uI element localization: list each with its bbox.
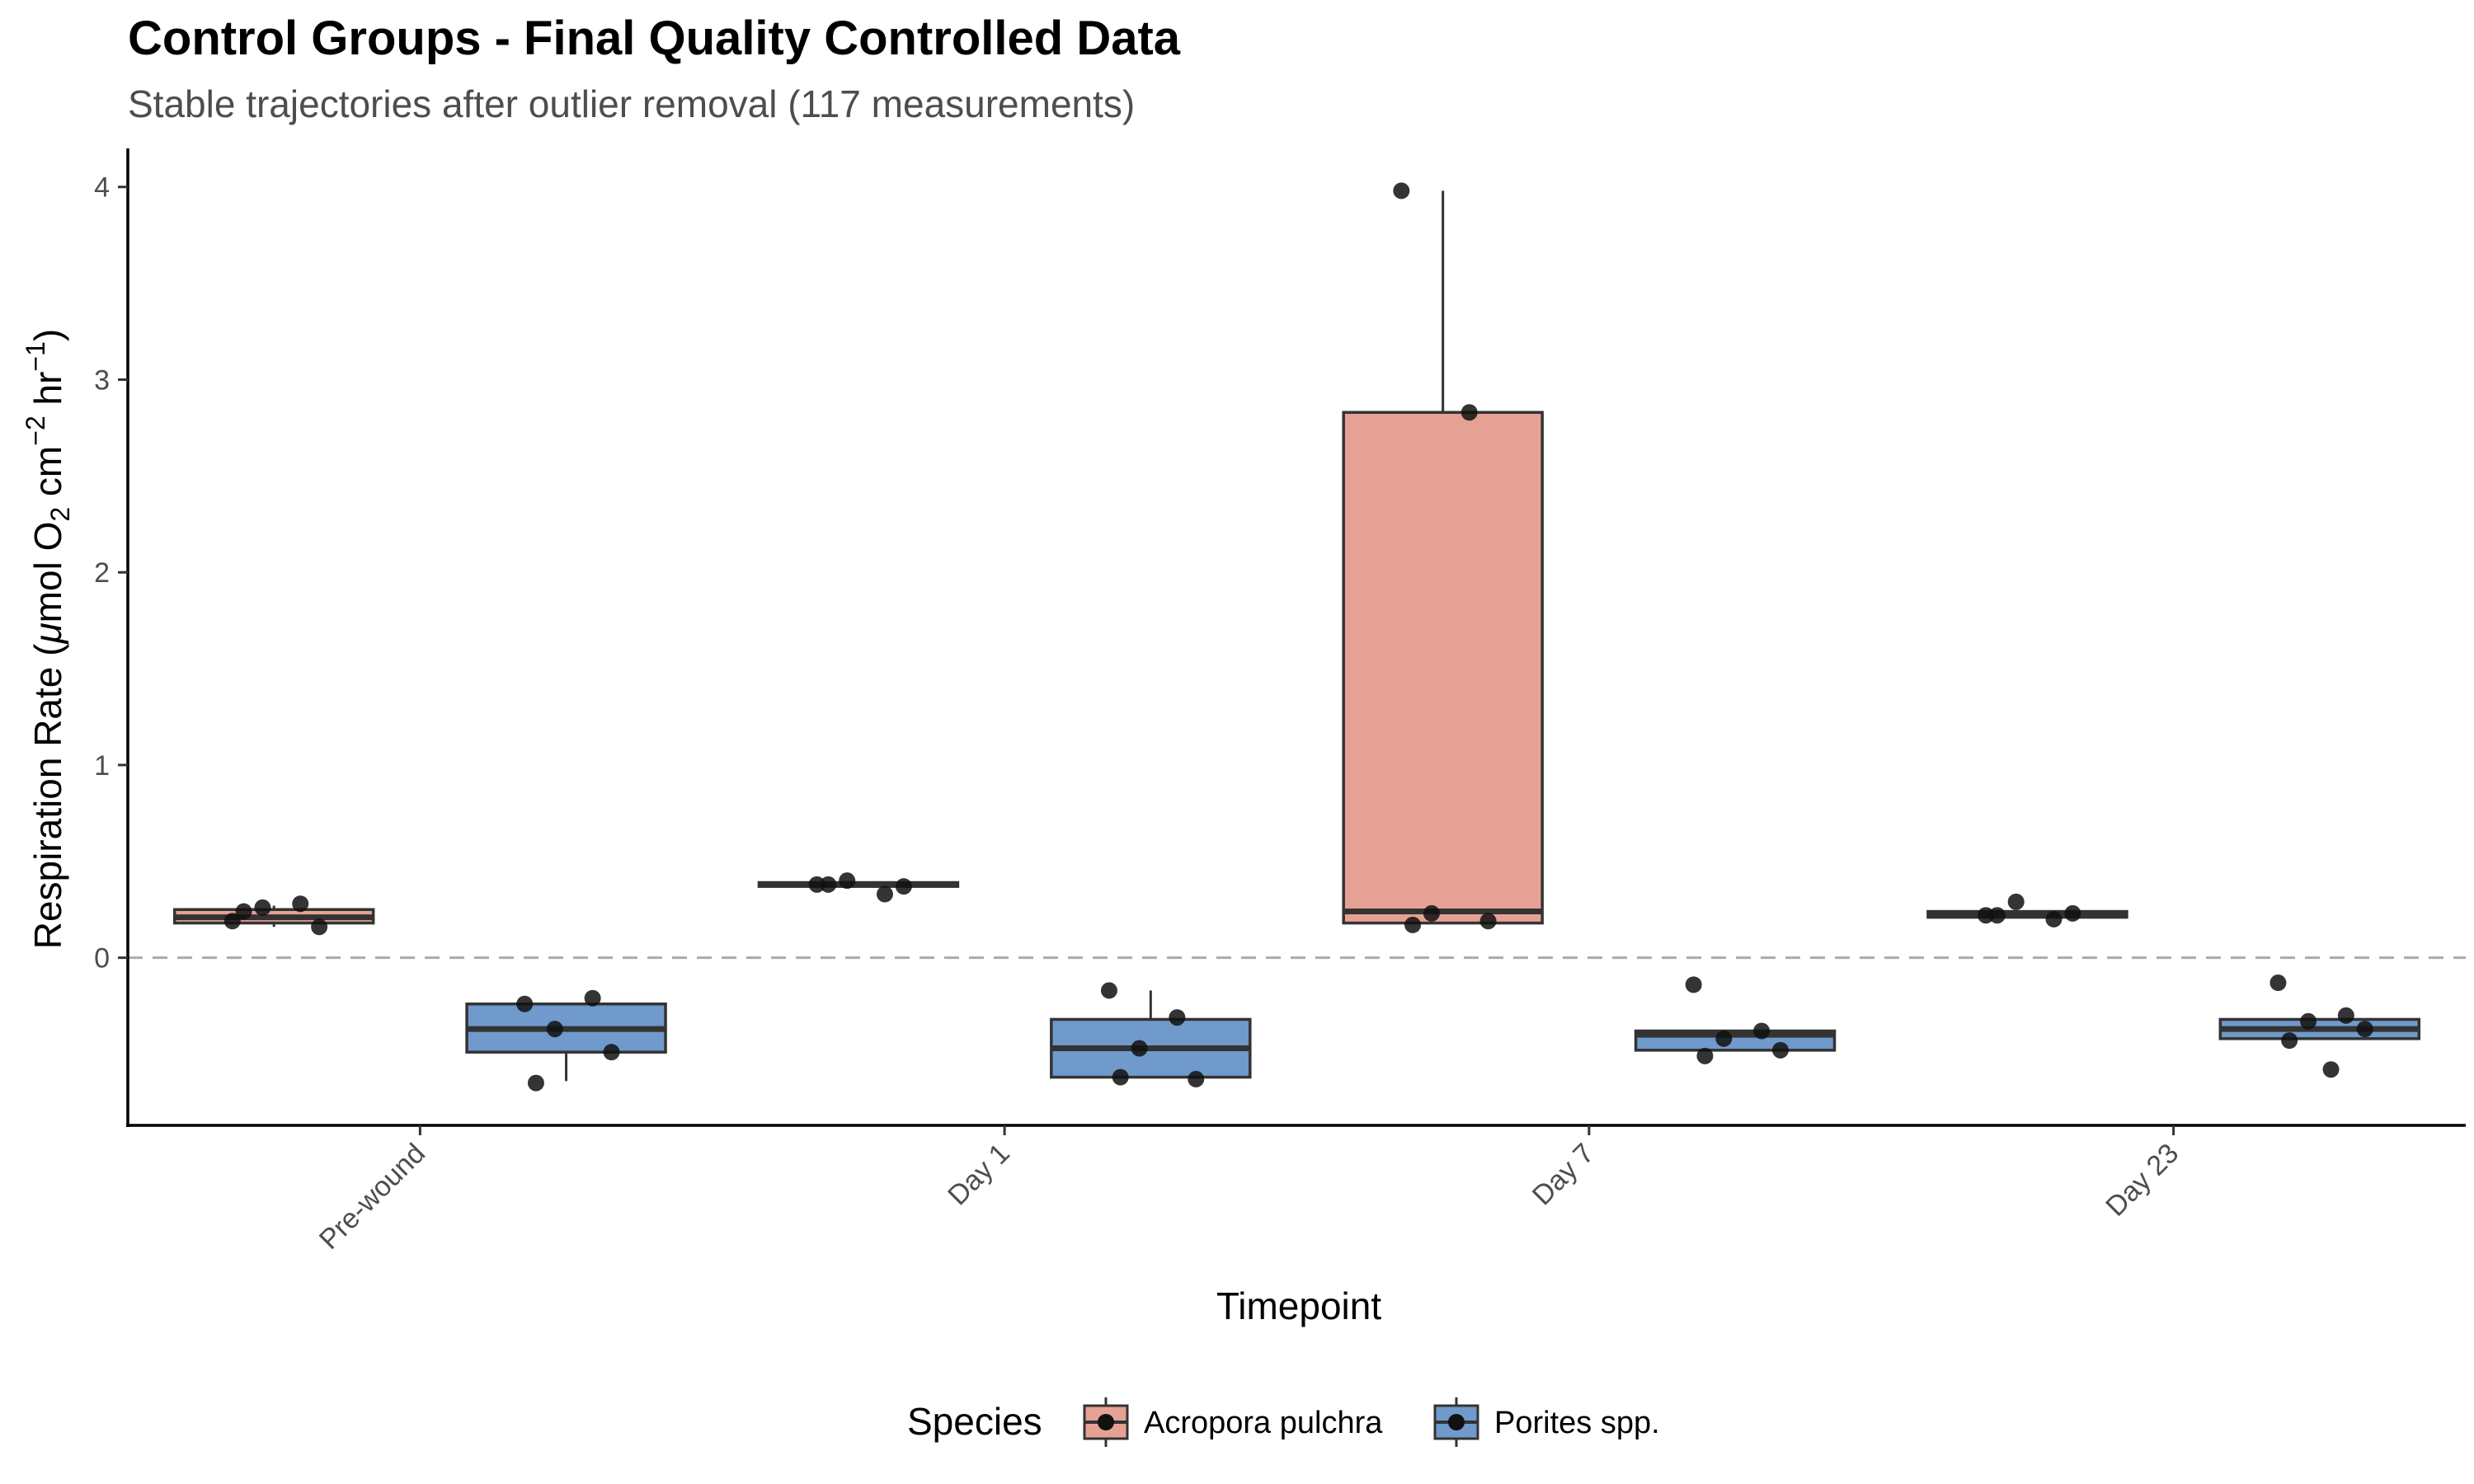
x-tick-label: Pre-wound (313, 1138, 431, 1256)
data-point (1479, 913, 1497, 930)
box-porites-spp--3 (2218, 974, 2421, 1078)
data-point (223, 913, 241, 930)
data-point (839, 872, 856, 890)
y-axis-title: Respiration Rate (μmol O2 cm−2 hr−1) (21, 329, 75, 950)
axes: 0 1 2 3 4 Pre-wound Day 1 Day 7 Day 23 (94, 148, 2466, 1256)
box-porites-spp--1 (1050, 982, 1252, 1087)
x-tick-label: Day 7 (1526, 1138, 1601, 1212)
y-tick-label: 2 (94, 557, 110, 589)
legend-label: Porites spp. (1494, 1406, 1660, 1440)
data-point (1696, 1047, 1714, 1064)
data-point (2281, 1032, 2298, 1050)
data-point (1112, 1068, 1129, 1086)
x-tick-label: Day 1 (942, 1138, 1016, 1212)
box-body (1342, 411, 1544, 925)
legend-item-acropora-pulchra: Acropora pulchra (1083, 1397, 1383, 1447)
legend-key-point (1448, 1414, 1465, 1430)
legend-title: Species (907, 1400, 1042, 1443)
data-point (292, 895, 309, 913)
data-point (1988, 907, 2006, 924)
y-tick-label: 1 (94, 750, 110, 782)
data-point (254, 899, 271, 916)
data-point (1685, 976, 1702, 993)
box-acropora-pulchra-1 (757, 872, 960, 903)
data-point (235, 903, 252, 920)
box-porites-spp--2 (1634, 976, 1837, 1064)
data-point (1100, 982, 1117, 999)
data-point (1772, 1041, 1790, 1059)
legend-items: Acropora pulchra Porites spp. (1083, 1397, 1660, 1447)
data-point (1978, 907, 1995, 924)
data-point (1460, 404, 1478, 421)
data-point (516, 995, 534, 1012)
legend-item-porites-spp-: Porites spp. (1433, 1397, 1660, 1447)
data-point (603, 1044, 620, 1061)
data-point (311, 918, 328, 936)
data-point (820, 876, 837, 893)
data-point (2045, 910, 2062, 928)
y-tick-label: 4 (94, 172, 110, 204)
data-point (895, 878, 912, 895)
box-acropora-pulchra-2 (1342, 182, 1544, 933)
data-point (2269, 974, 2287, 992)
y-tick-label: 0 (94, 943, 110, 974)
data-point (1169, 1009, 1186, 1026)
box-porites-spp--0 (465, 989, 667, 1092)
data-point (1131, 1040, 1148, 1057)
data-point (1753, 1022, 1771, 1040)
box-acropora-pulchra-3 (1926, 893, 2128, 928)
plot-area (128, 182, 2466, 1092)
x-tick-label: Day 23 (2100, 1138, 2185, 1223)
data-point (2322, 1061, 2340, 1078)
y-tick-label: 3 (94, 364, 110, 396)
data-point (1404, 916, 1422, 933)
chart-title: Control Groups - Final Quality Controlle… (128, 12, 1181, 65)
data-point (876, 885, 893, 903)
data-point (527, 1074, 544, 1092)
legend: Species Acropora pulchra Porites spp. (907, 1397, 1660, 1447)
chart-subtitle: Stable trajectories after outlier remova… (128, 82, 1135, 125)
data-point (584, 989, 601, 1007)
data-point (2356, 1021, 2373, 1038)
data-point (2300, 1012, 2317, 1030)
data-point (2337, 1007, 2354, 1024)
data-point (546, 1021, 563, 1038)
data-point (1423, 904, 1440, 922)
data-point (2007, 893, 2025, 910)
x-axis-title: Timepoint (1216, 1284, 1381, 1327)
data-point (1188, 1070, 1205, 1087)
legend-key-point (1098, 1414, 1114, 1430)
legend-label: Acropora pulchra (1144, 1406, 1383, 1440)
data-point (1393, 182, 1410, 200)
data-point (808, 876, 825, 893)
data-point (2064, 904, 2081, 922)
data-point (1715, 1030, 1733, 1047)
box-acropora-pulchra-0 (172, 895, 375, 936)
